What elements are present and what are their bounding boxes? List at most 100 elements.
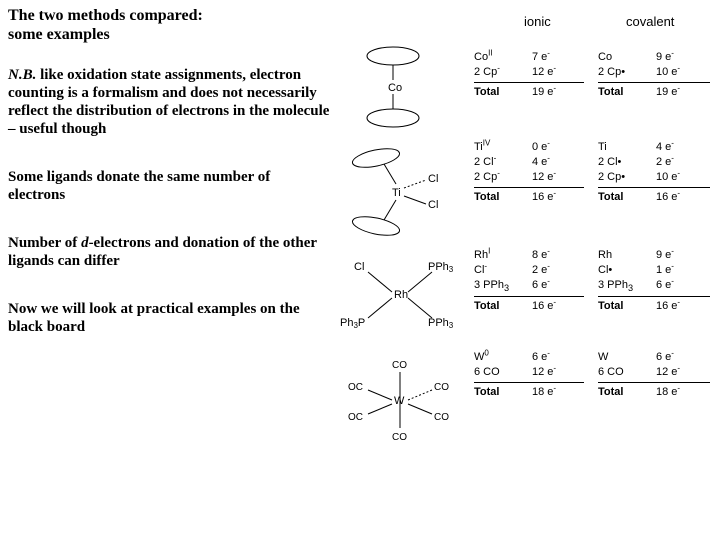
sup: - [553, 63, 556, 72]
cell: 10 e [656, 66, 677, 78]
table-rh-ionic: RhI8 e- Cl-2 e- 3 PPh36 e- Total16 e- [474, 248, 584, 314]
cell: 2 e [656, 156, 671, 168]
sup: - [677, 383, 680, 392]
structure-rhodium: Rh Cl PPh3 Ph3P PPh3 [338, 248, 468, 336]
sup: - [553, 168, 556, 177]
sup: - [547, 153, 550, 162]
block-cobaltocene: Co CoII7 e- 2 Cp-12 e- Total19 e- Co9 e-… [338, 40, 714, 140]
sub: 3 [628, 283, 633, 293]
sup: - [497, 63, 500, 72]
para1-text: like oxidation state assignments, electr… [8, 67, 329, 137]
title-line-2: some examples [8, 26, 110, 43]
label-co5: OC [348, 412, 363, 423]
label-co: Co [388, 82, 402, 94]
label-pph3-c: PPh3 [428, 317, 454, 330]
para3-d: d [81, 235, 89, 251]
sup: II [488, 48, 492, 57]
header-covalent: covalent [626, 14, 674, 29]
sup: - [677, 298, 680, 307]
sup: - [553, 298, 556, 307]
rule [598, 187, 710, 188]
cell: 3 PPh [598, 279, 628, 291]
cell: 12 e [656, 366, 677, 378]
cell: 12 e [532, 171, 553, 183]
table-co-ionic: CoII7 e- 2 Cp-12 e- Total19 e- [474, 50, 584, 100]
cell: 7 e [532, 51, 547, 63]
sup: - [677, 363, 680, 372]
paragraph-3: Number of d-electrons and donation of th… [8, 234, 330, 270]
sup: - [547, 261, 550, 270]
label-cl1: Cl [428, 173, 438, 185]
cell-total: Total [598, 85, 656, 100]
label-co1: CO [392, 360, 407, 371]
label-co3: OC [348, 382, 363, 393]
structure-cobaltocene: Co [338, 40, 468, 136]
rule [598, 382, 710, 383]
cell: Rh [598, 248, 656, 263]
sup: IV [483, 138, 491, 147]
cell: 4 e [656, 141, 671, 153]
table-rh-covalent: Rh9 e- Cl•1 e- 3 PPh36 e- Total16 e- [598, 248, 710, 314]
sup: - [553, 83, 556, 92]
cell: 16 e [656, 191, 677, 203]
cell-total: Total [474, 85, 532, 100]
cell-total: Total [474, 299, 532, 314]
label-cl2: Cl [428, 199, 438, 211]
cell: 19 e [532, 86, 553, 98]
label-pph3-a: PPh3 [428, 261, 454, 274]
cell: 18 e [656, 386, 677, 398]
sup: - [671, 48, 674, 57]
cell: 9 e [656, 51, 671, 63]
cell: 2 Cp• [598, 170, 656, 185]
cell: 16 e [532, 300, 553, 312]
nb-label: N.B. [8, 67, 36, 83]
cobaltocene-icon: Co [338, 40, 458, 136]
table-ti-covalent: Ti4 e- 2 Cl•2 e- 2 Cp•10 e- Total16 e- [598, 140, 710, 204]
cell: 1 e [656, 264, 671, 276]
sup: - [671, 153, 674, 162]
cell: 2 Cl• [598, 155, 656, 170]
cell: 16 e [656, 300, 677, 312]
rule [474, 382, 584, 383]
hexacarbonyl-icon: W CO CO OC CO OC CO [338, 350, 468, 450]
block-titanium: Ti Cl Cl TiIV0 e- 2 Cl-4 e- 2 Cp-12 e- T… [338, 140, 714, 248]
sup: - [497, 168, 500, 177]
sup: - [547, 138, 550, 147]
header-ionic: ionic [524, 14, 551, 29]
sup: - [547, 48, 550, 57]
cell: 6 e [532, 279, 547, 291]
sup: - [671, 276, 674, 285]
label-co6: CO [434, 412, 449, 423]
rule [474, 296, 584, 297]
titanocene-icon: Ti Cl Cl [338, 140, 468, 244]
cell: Cl• [598, 263, 656, 278]
sup: - [553, 383, 556, 392]
para3-a: Number of [8, 235, 81, 251]
table-w-covalent: W6 e- 6 CO12 e- Total18 e- [598, 350, 710, 400]
cell: W [598, 350, 656, 365]
label-pph3-b: Ph3P [340, 317, 365, 330]
cell: 6 CO [598, 365, 656, 380]
structure-titanium: Ti Cl Cl [338, 140, 468, 244]
cell: 2 e [532, 264, 547, 276]
wilkinson-icon: Rh Cl PPh3 Ph3P PPh3 [338, 248, 468, 336]
label-rh: Rh [394, 289, 408, 301]
cell: Co [474, 51, 488, 63]
cell: Co [598, 50, 656, 65]
cell: Cl [474, 264, 484, 276]
cell: 2 Cp• [598, 65, 656, 80]
table-ti-ionic: TiIV0 e- 2 Cl-4 e- 2 Cp-12 e- Total16 e- [474, 140, 584, 204]
label-rh-cl: Cl [354, 261, 364, 273]
sub: 3 [504, 283, 509, 293]
label-w: W [394, 395, 405, 407]
left-column: The two methods compared: some examples … [8, 6, 330, 366]
cell: 8 e [532, 249, 547, 261]
label-co2: CO [392, 432, 407, 443]
sup: - [671, 348, 674, 357]
title-line-1: The two methods compared: [8, 7, 203, 24]
cell: 10 e [656, 171, 677, 183]
cell: 18 e [532, 386, 553, 398]
cell: 2 Cp [474, 66, 497, 78]
cell: 9 e [656, 249, 671, 261]
sup: - [671, 138, 674, 147]
